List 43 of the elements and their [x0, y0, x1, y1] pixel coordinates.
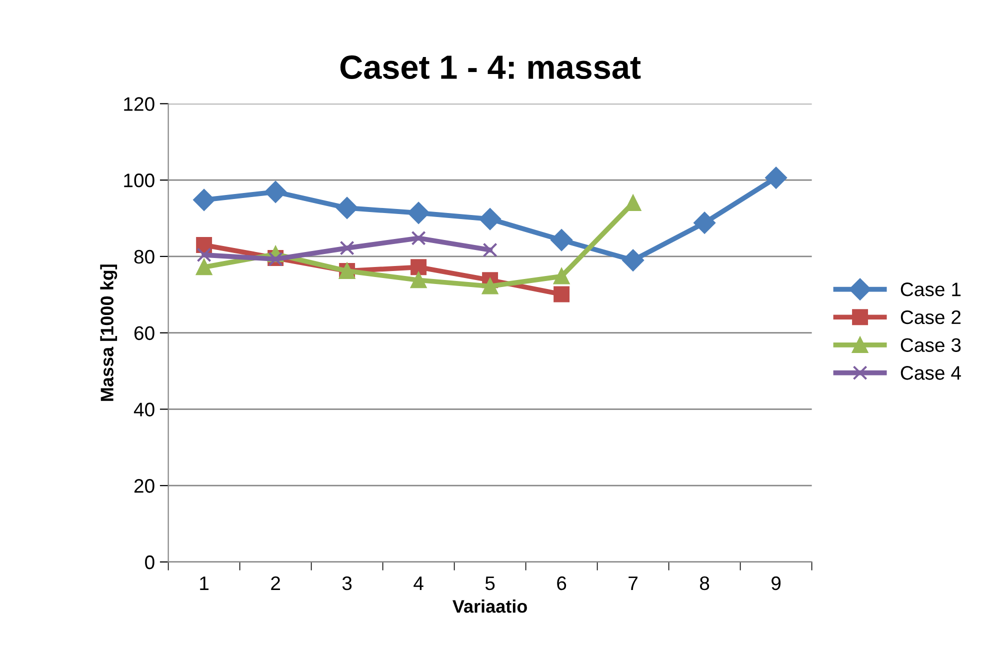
y-axis-title: Massa [1000 kg]: [100, 264, 118, 401]
point: [193, 189, 215, 211]
y-tick-label: 100: [124, 174, 154, 188]
point: [622, 249, 644, 272]
point: [694, 212, 716, 234]
point: [482, 278, 498, 294]
x-tick-label: 9: [772, 576, 781, 590]
x-tick-label: 5: [485, 576, 495, 590]
x-axis-title: Variaatio: [452, 600, 527, 613]
x-tick-label: 6: [557, 576, 566, 590]
point: [336, 197, 358, 219]
point: [554, 268, 570, 284]
y-tick-label: 120: [124, 97, 154, 111]
x-tick-label: 1: [200, 576, 209, 590]
point: [411, 230, 426, 246]
point: [410, 259, 427, 276]
x-tick-label: 7: [628, 576, 638, 590]
point: [765, 166, 787, 189]
legend-label: Case 3: [900, 338, 961, 352]
legend-label: Case 4: [900, 366, 961, 380]
point: [340, 240, 354, 256]
point: [625, 194, 642, 211]
legend-label: Case 2: [900, 310, 961, 324]
y-tick-label: 20: [134, 479, 154, 493]
x-tick-label: 2: [271, 576, 280, 590]
point: [408, 202, 430, 224]
point: [264, 181, 286, 203]
x-tick-label: 4: [414, 576, 424, 590]
point: [196, 259, 212, 276]
y-tick-label: 0: [145, 555, 154, 570]
point: [482, 242, 498, 258]
y-tick-label: 40: [134, 402, 154, 416]
legend-label: Case 1: [900, 282, 961, 296]
y-tick-label: 80: [134, 250, 154, 264]
x-tick-label: 3: [342, 576, 352, 590]
point: [554, 286, 570, 302]
y-tick-label: 60: [134, 326, 154, 340]
point: [479, 208, 501, 230]
point: [550, 229, 572, 251]
point: [410, 272, 427, 288]
x-tick-label: 8: [700, 576, 710, 590]
chart-title: Caset 1 - 4: massat: [340, 55, 641, 80]
point: [196, 248, 212, 262]
